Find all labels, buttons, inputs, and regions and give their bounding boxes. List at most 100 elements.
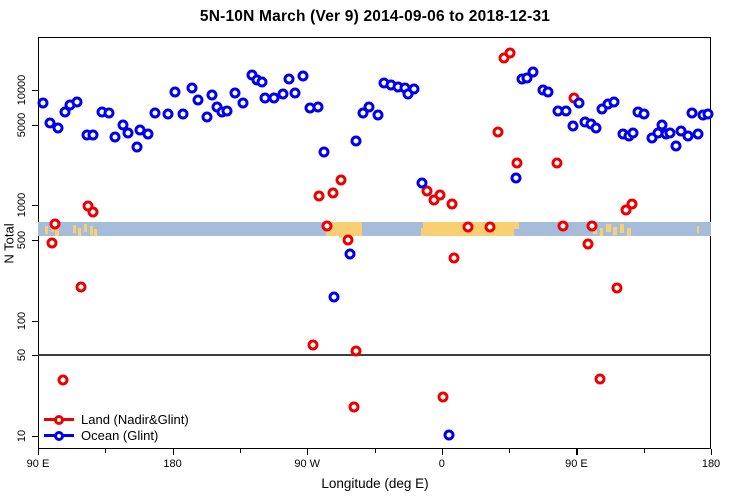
land-data-point [307,339,319,351]
legend-item-ocean: Ocean (Glint) [44,428,189,443]
y-axis-tick [32,205,38,207]
land-data-point [49,218,61,230]
ocean-data-point [52,122,64,134]
x-axis-label: Longitude (deg E) [321,476,429,491]
ocean-data-point [664,127,676,139]
ocean-data-point [567,120,579,132]
y-axis-tick [32,435,38,438]
y-tick-label: 1000 [16,193,28,218]
ocean-data-point [312,101,324,113]
map-strip-land-patch [599,227,604,236]
map-strip-land-patch [606,223,611,232]
ocean-data-point [590,122,602,134]
y-axis-label: N Total [1,223,17,264]
ocean-data-point [169,86,181,98]
ocean-data-point [560,105,572,117]
x-axis-minor-tick [509,449,511,453]
ocean-data-point [103,107,115,119]
map-strip-land-patch [45,226,49,235]
land-data-point [626,198,638,210]
land-symbol-icon [44,415,74,425]
map-strip-land-patch [696,226,700,234]
y-axis-tick [32,320,38,322]
ocean-data-point [256,76,268,88]
ocean-data-point [527,66,539,78]
land-data-point [492,126,504,138]
legend-label-land: Land (Nadir&Glint) [81,412,189,427]
map-strip-land-patch [514,222,519,230]
y-tick-label: 10 [16,429,28,443]
x-axis-tick [172,449,174,455]
map-strip-land-patch [613,227,617,235]
land-data-point [462,221,474,233]
ocean-data-point [237,97,249,109]
x-axis-minor-tick [105,449,107,453]
ocean-data-point [149,107,161,119]
x-tick-label: 90 E [26,458,50,470]
ocean-data-point [201,111,213,123]
ocean-data-point [686,107,698,119]
land-data-point [342,234,354,246]
map-strip-land-patch [73,225,77,234]
y-axis-tick [32,240,38,242]
land-data-point [484,221,496,233]
ocean-data-point [206,89,218,101]
ocean-data-point [573,97,585,109]
x-tick-label: 180 [701,458,721,470]
ocean-data-point [277,88,289,100]
ocean-data-point [268,92,280,104]
land-data-point [582,238,594,250]
ocean-data-point [192,94,204,106]
ocean-data-point [289,87,301,99]
ocean-data-point [221,105,233,117]
x-axis-tick [441,449,443,455]
ocean-data-point [37,97,49,109]
x-axis-tick [38,449,40,455]
land-data-point [504,47,516,59]
land-data-point [511,157,523,169]
x-axis-tick [711,449,713,455]
ocean-data-point [638,108,650,120]
ocean-data-point [297,70,309,82]
ocean-data-point [229,87,241,99]
x-tick-label: 180 [163,458,182,470]
legend: Land (Nadir&Glint) Ocean (Glint) [44,412,189,443]
ocean-data-point [682,130,694,142]
y-axis-tick [32,124,38,126]
x-axis-tick [576,449,578,455]
plot-area [38,37,711,449]
ocean-data-point [142,128,154,140]
map-strip-land-patch [420,227,424,236]
x-axis-tick [307,449,309,455]
ocean-data-point [627,127,639,139]
ocean-symbol-icon [44,431,74,441]
map-strip-land-patch [338,235,342,239]
x-axis-minor-tick [643,449,645,453]
map-strip-land-patch [626,227,631,236]
reference-line-50 [38,354,711,357]
map-strip-land-patch [619,224,625,234]
y-tick-label: 50 [16,349,28,362]
ocean-data-point [122,127,134,139]
land-data-point [348,401,360,413]
chart-title: 5N-10N March (Ver 9) 2014-09-06 to 2018-… [199,8,551,25]
ocean-data-point [443,429,455,441]
ocean-data-point [363,101,375,113]
land-data-point [434,189,446,201]
land-data-point [594,373,606,385]
map-strip-land-patch [83,223,88,232]
ocean-data-point [692,128,704,140]
x-tick-label: 90 E [565,458,588,470]
land-data-point [437,391,449,403]
land-data-point [75,281,87,293]
land-data-point [620,204,632,216]
ocean-data-point [131,141,143,153]
map-strip-land-patch [89,226,93,235]
ocean-data-point [344,248,356,260]
land-data-point [551,157,563,169]
land-data-point [335,174,347,186]
ocean-data-point [521,72,533,84]
x-tick-label: 90 W [294,458,321,470]
ocean-data-point [71,96,83,108]
